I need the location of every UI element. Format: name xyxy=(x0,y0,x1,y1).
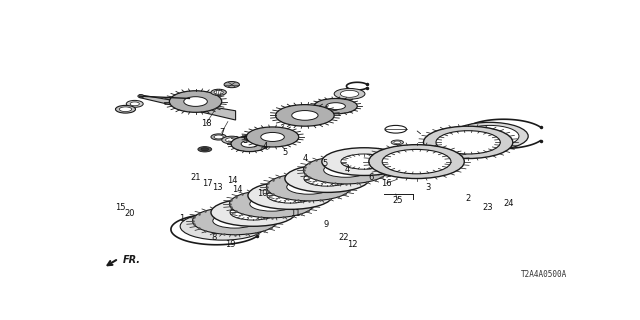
Ellipse shape xyxy=(237,135,271,148)
Text: 22: 22 xyxy=(338,233,349,242)
Ellipse shape xyxy=(267,188,314,203)
Text: 20: 20 xyxy=(124,210,134,219)
Text: 3: 3 xyxy=(426,183,431,192)
Ellipse shape xyxy=(193,207,277,235)
Ellipse shape xyxy=(322,148,406,175)
Ellipse shape xyxy=(180,212,265,240)
Ellipse shape xyxy=(138,95,144,98)
Text: 5: 5 xyxy=(282,148,287,157)
Ellipse shape xyxy=(130,102,140,106)
Ellipse shape xyxy=(304,171,351,186)
Text: 24: 24 xyxy=(503,199,513,208)
Text: T2A4A0500A: T2A4A0500A xyxy=(520,270,566,279)
Text: 4: 4 xyxy=(262,142,268,151)
Ellipse shape xyxy=(460,125,519,147)
Ellipse shape xyxy=(231,136,268,152)
Text: 14: 14 xyxy=(232,185,243,194)
Ellipse shape xyxy=(213,214,257,228)
Ellipse shape xyxy=(326,103,346,110)
Ellipse shape xyxy=(303,156,388,184)
Text: 23: 23 xyxy=(483,203,493,212)
Text: 14: 14 xyxy=(227,176,238,185)
Ellipse shape xyxy=(211,134,227,140)
Text: 12: 12 xyxy=(348,240,358,249)
Text: 10: 10 xyxy=(257,189,268,198)
Ellipse shape xyxy=(214,90,223,94)
Text: 4: 4 xyxy=(302,154,308,163)
Text: 21: 21 xyxy=(190,172,201,181)
Text: 13: 13 xyxy=(212,183,223,192)
Ellipse shape xyxy=(292,110,318,120)
Ellipse shape xyxy=(287,180,331,194)
Text: 15: 15 xyxy=(115,203,125,212)
Ellipse shape xyxy=(126,100,143,107)
Ellipse shape xyxy=(224,82,239,88)
Text: 4: 4 xyxy=(344,165,350,174)
Text: 18: 18 xyxy=(201,119,212,128)
Ellipse shape xyxy=(241,140,258,147)
Text: 19: 19 xyxy=(225,240,236,249)
Ellipse shape xyxy=(229,190,314,218)
Text: 16: 16 xyxy=(381,179,392,188)
Ellipse shape xyxy=(115,105,136,113)
Text: 5: 5 xyxy=(242,136,248,145)
Ellipse shape xyxy=(314,99,357,114)
Ellipse shape xyxy=(276,105,334,126)
Ellipse shape xyxy=(391,140,403,145)
Text: 25: 25 xyxy=(392,196,403,204)
Ellipse shape xyxy=(198,147,212,152)
Ellipse shape xyxy=(248,182,333,209)
Text: 11: 11 xyxy=(291,210,301,219)
Ellipse shape xyxy=(225,138,238,142)
Polygon shape xyxy=(140,95,236,120)
Text: 6: 6 xyxy=(369,172,374,181)
Ellipse shape xyxy=(221,136,242,144)
Text: 1: 1 xyxy=(179,214,184,223)
Ellipse shape xyxy=(436,131,500,154)
Ellipse shape xyxy=(334,88,365,99)
Ellipse shape xyxy=(260,132,284,141)
Text: 5: 5 xyxy=(323,159,328,168)
Text: 2: 2 xyxy=(465,194,471,203)
Ellipse shape xyxy=(246,127,299,147)
Ellipse shape xyxy=(341,154,387,169)
Ellipse shape xyxy=(451,122,528,150)
Ellipse shape xyxy=(394,141,401,144)
Ellipse shape xyxy=(230,205,276,220)
Ellipse shape xyxy=(184,97,207,106)
Text: 17: 17 xyxy=(202,179,212,188)
Ellipse shape xyxy=(324,163,368,177)
Text: 8: 8 xyxy=(211,233,217,242)
Ellipse shape xyxy=(285,165,369,192)
Ellipse shape xyxy=(214,135,223,139)
Ellipse shape xyxy=(170,91,221,112)
Ellipse shape xyxy=(211,89,227,95)
Ellipse shape xyxy=(369,145,464,179)
Ellipse shape xyxy=(211,198,296,226)
Ellipse shape xyxy=(424,126,513,158)
Ellipse shape xyxy=(250,197,294,211)
Ellipse shape xyxy=(382,149,451,174)
Text: FR.: FR. xyxy=(122,255,140,265)
Ellipse shape xyxy=(266,173,351,201)
Ellipse shape xyxy=(119,107,132,112)
Text: 9: 9 xyxy=(324,220,329,229)
Ellipse shape xyxy=(201,148,209,151)
Ellipse shape xyxy=(340,90,359,97)
Text: 7: 7 xyxy=(219,128,225,137)
